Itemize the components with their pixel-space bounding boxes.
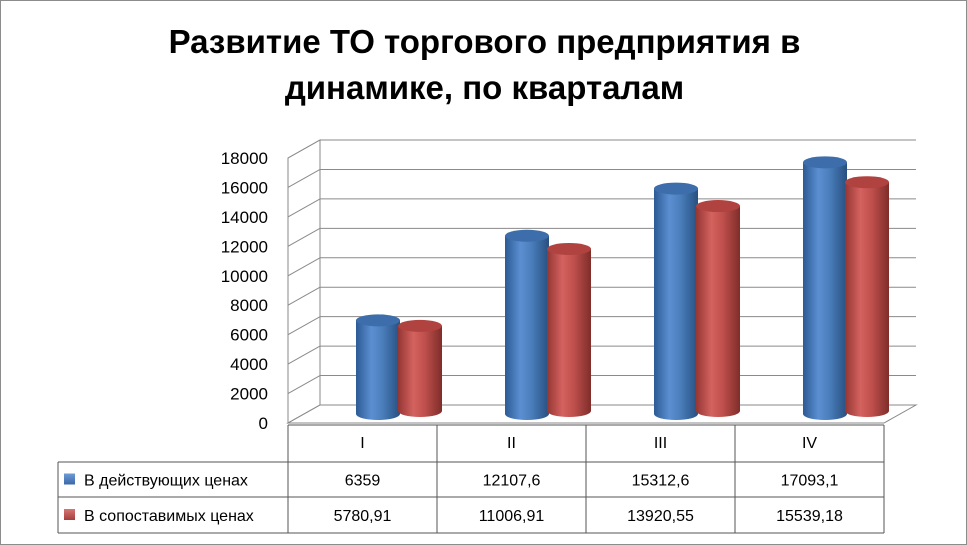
gridline-side — [287, 316, 321, 336]
chart-title-line-2: динамике, по кварталам — [284, 69, 685, 106]
bar-body — [505, 235, 549, 420]
legend-swatch — [64, 509, 75, 520]
bar-body — [696, 206, 740, 417]
gridline-side — [287, 169, 321, 188]
bar-top — [505, 229, 549, 242]
bar-top — [803, 156, 847, 169]
bar-top — [398, 319, 442, 332]
category-label: II — [507, 435, 516, 452]
data-label: 15539,18 — [776, 508, 843, 525]
gridline-side — [287, 198, 321, 218]
y-tick-label: 2000 — [230, 385, 268, 404]
gridline-side — [287, 345, 321, 365]
y-tick-label: 12000 — [221, 237, 268, 256]
bar-top — [696, 200, 740, 213]
bar-top — [845, 176, 889, 189]
data-table: I II III IVВ действующих ценах 6359 12107,6 15… — [57, 424, 885, 534]
bar-body — [845, 182, 889, 417]
bar-top — [547, 242, 591, 255]
gridline-side — [287, 257, 321, 277]
bars — [356, 156, 889, 421]
series-name: В сопоставимых ценах — [84, 508, 254, 525]
y-tick-label: 14000 — [221, 208, 268, 227]
bar — [845, 176, 889, 417]
category-label: I — [360, 435, 364, 452]
series-name: В действующих ценах — [84, 473, 248, 490]
bar-body — [547, 248, 591, 417]
y-tick-label: 6000 — [230, 326, 268, 345]
bar — [696, 200, 740, 417]
chart-title-line-1: Развитие ТО торгового предприятия в — [168, 23, 801, 60]
y-tick-label: 4000 — [230, 355, 268, 374]
bar-body — [356, 320, 400, 420]
data-label: 5780,91 — [334, 508, 392, 525]
bar-body — [398, 325, 442, 417]
y-axis-ticks: 0 2000 4000 6000 8000 10000 12000 14000 16000 180… — [221, 149, 268, 433]
gridline-side — [287, 404, 321, 424]
gridline-side — [287, 227, 321, 247]
bar-body — [654, 188, 698, 420]
category-label: III — [654, 435, 667, 452]
bar — [803, 156, 847, 421]
category-label: IV — [802, 435, 817, 452]
bar — [547, 242, 591, 417]
data-label: 15312,6 — [632, 473, 690, 490]
y-tick-label: 16000 — [221, 178, 268, 197]
data-label: 13920,55 — [627, 508, 694, 525]
data-label: 11006,91 — [479, 508, 545, 525]
data-label: 12107,6 — [483, 473, 541, 490]
legend-swatch — [64, 473, 75, 485]
bar — [356, 314, 400, 420]
side-wall — [287, 139, 321, 424]
gridline-side — [287, 286, 321, 306]
bar-top — [356, 314, 400, 327]
y-tick-label: 18000 — [221, 149, 268, 168]
bar — [505, 229, 549, 420]
gridline-side — [287, 139, 321, 159]
bar-body — [803, 162, 847, 421]
bar — [398, 319, 442, 417]
bar-top — [654, 182, 698, 195]
y-tick-label: 0 — [259, 414, 268, 433]
y-tick-label: 10000 — [221, 267, 268, 286]
y-tick-label: 8000 — [230, 296, 268, 315]
gridline-side — [287, 375, 321, 394]
data-label: 6359 — [345, 473, 381, 490]
data-label: 17093,1 — [781, 473, 839, 490]
bar — [654, 182, 698, 420]
